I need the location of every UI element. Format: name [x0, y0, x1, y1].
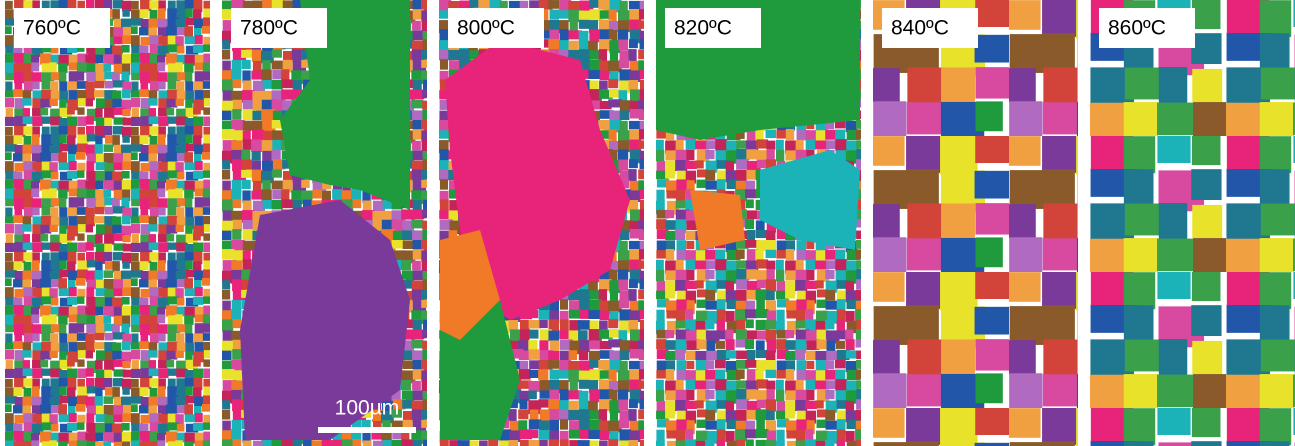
- micrograph-panel: 780ºC: [222, 0, 427, 446]
- scale-bar: [318, 427, 416, 433]
- panel-label: 800ºC: [457, 17, 515, 40]
- micrograph-figure: 760ºC 780ºC 800ºC 820ºC 840ºC 860ºC 100µm: [0, 0, 1295, 446]
- micrograph-panel: 820ºC: [656, 0, 861, 446]
- panel-label: 840ºC: [891, 17, 949, 40]
- panel-label: 820ºC: [674, 17, 732, 40]
- panel-label: 860ºC: [1108, 17, 1166, 40]
- micrograph-panel: 840ºC: [873, 0, 1078, 446]
- panel-label: 760ºC: [23, 17, 81, 40]
- panel-label: 780ºC: [240, 17, 298, 40]
- panels: 760ºC 780ºC 800ºC 820ºC 840ºC 860ºC: [5, 0, 1295, 446]
- micrograph-panel: 800ºC: [439, 0, 644, 446]
- micrograph-panel: 760ºC: [5, 0, 210, 446]
- micrograph-panel: 860ºC: [1090, 0, 1295, 446]
- grain-map: [1090, 0, 1295, 446]
- grain-map: [873, 0, 1078, 446]
- grain-map: [5, 0, 210, 446]
- scale-bar-label: 100µm: [335, 397, 400, 420]
